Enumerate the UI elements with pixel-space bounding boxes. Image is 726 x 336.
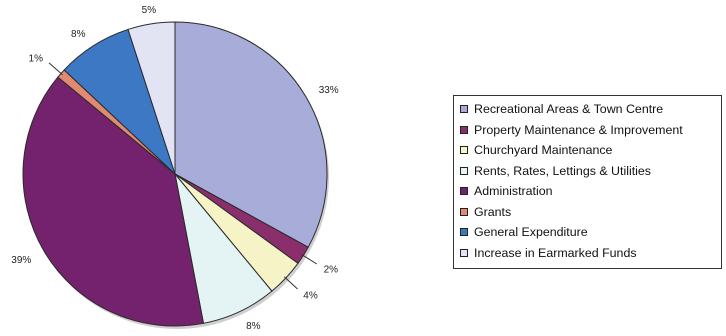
slice-leader-line: [301, 253, 318, 265]
legend-swatch: [460, 187, 468, 196]
legend-item: General Expenditure: [460, 222, 715, 243]
slice-label: 4%: [303, 291, 318, 302]
pie-slice: [22, 76, 205, 327]
slice-leader-line: [283, 276, 298, 290]
legend-swatch: [460, 105, 468, 114]
legend-swatch: [460, 146, 468, 155]
chart-legend: Recreational Areas & Town Centre Propert…: [453, 95, 722, 269]
legend-item: Property Maintenance & Improvement: [460, 120, 715, 141]
legend-label: Grants: [474, 204, 512, 219]
legend-item: Grants: [460, 202, 715, 223]
slice-label: 33%: [319, 85, 339, 96]
legend-item: Recreational Areas & Town Centre: [460, 99, 715, 120]
slice-label: 1%: [29, 54, 44, 65]
legend-item: Administration: [460, 181, 715, 202]
legend-label: General Expenditure: [474, 225, 588, 240]
legend-label: Churchyard Maintenance: [474, 143, 613, 158]
legend-label: Administration: [474, 184, 553, 199]
legend-swatch: [460, 248, 468, 257]
legend-item: Rents, Rates, Lettings & Utilities: [460, 161, 715, 182]
slice-label: 8%: [71, 29, 86, 40]
pie-slice: [174, 21, 328, 248]
pie-slice: [127, 21, 176, 175]
legend-item: Churchyard Maintenance: [460, 140, 715, 161]
legend-label: Increase in Earmarked Funds: [474, 245, 637, 260]
slice-leader-line: [48, 62, 63, 76]
legend-swatch: [460, 228, 468, 237]
slice-label: 8%: [246, 321, 261, 332]
legend-swatch: [460, 207, 468, 216]
slice-label: 5%: [142, 5, 157, 16]
legend-label: Recreational Areas & Town Centre: [474, 102, 664, 117]
slice-label: 2%: [324, 264, 339, 275]
legend-label: Property Maintenance & Improvement: [474, 122, 683, 137]
slice-label: 39%: [11, 255, 31, 266]
legend-item: Increase in Earmarked Funds: [460, 243, 715, 264]
legend-label: Rents, Rates, Lettings & Utilities: [474, 163, 651, 178]
legend-swatch: [460, 125, 468, 134]
legend-swatch: [460, 166, 468, 175]
